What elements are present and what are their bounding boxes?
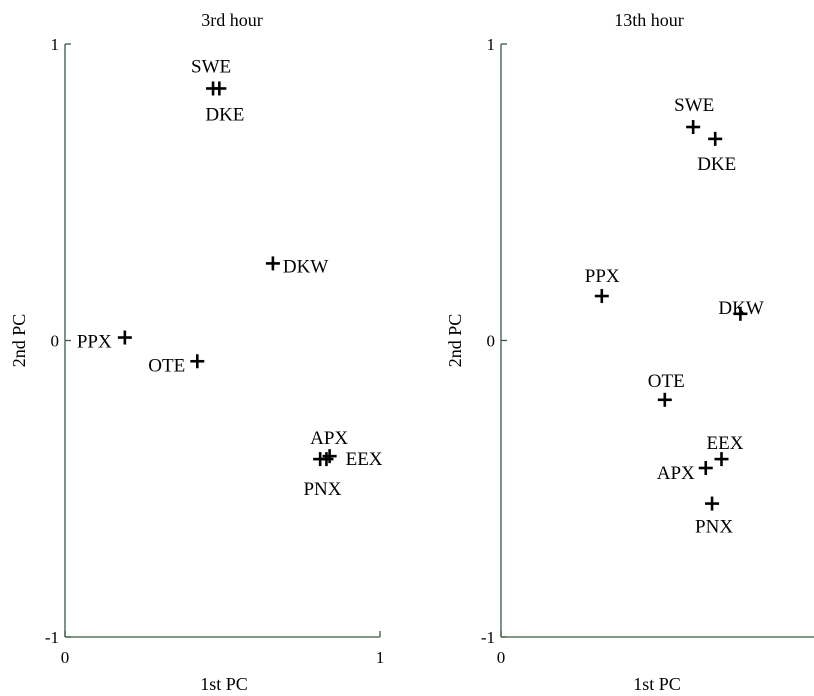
point-label-pnx: PNX (695, 517, 733, 538)
x-tick-label: 1 (376, 648, 385, 667)
y-tick-label: 1 (51, 35, 60, 54)
point-marker-eex (322, 449, 337, 464)
chart-title: 3rd hour (201, 10, 263, 30)
y-tick-label: -1 (45, 628, 59, 647)
point-marker-dkw (265, 256, 280, 271)
point-label-ote: OTE (648, 371, 685, 392)
point-marker-dkw (733, 306, 748, 321)
point-marker-ppx (594, 289, 609, 304)
point-marker-ppx (117, 330, 132, 345)
point-label-ppx: PPX (77, 332, 112, 353)
point-marker-ote (657, 392, 672, 407)
point-marker-pnx (705, 496, 720, 511)
point-label-dke: DKE (205, 104, 244, 125)
x-tick-label: 0 (61, 648, 70, 667)
point-label-dkw: DKW (718, 298, 763, 319)
point-marker-dke (212, 81, 227, 96)
point-label-apx: APX (657, 463, 695, 484)
point-marker-ote (190, 354, 205, 369)
x-axis-label: 1st PC (200, 674, 248, 694)
y-tick-label: 1 (487, 35, 496, 54)
y-tick-label: 0 (487, 332, 496, 351)
point-label-dkw: DKW (283, 256, 328, 277)
point-label-swe: SWE (674, 95, 714, 116)
point-label-pnx: PNX (303, 479, 341, 500)
y-tick-label: 0 (51, 332, 60, 351)
point-marker-apx (698, 460, 713, 475)
x-axis-label: 1st PC (633, 674, 681, 694)
y-tick-label: -1 (481, 628, 495, 647)
y-axis-label: 2nd PC (445, 314, 465, 368)
y-axis-label: 2nd PC (9, 314, 29, 368)
point-marker-swe (686, 120, 701, 135)
point-label-eex: EEX (346, 449, 383, 470)
point-label-dke: DKE (697, 154, 736, 175)
point-label-swe: SWE (191, 56, 231, 77)
x-tick-label: 0 (497, 648, 506, 667)
point-label-apx: APX (310, 428, 348, 449)
point-marker-dke (708, 131, 723, 146)
chart-title: 13th hour (614, 10, 684, 30)
point-marker-eex (714, 452, 729, 467)
point-label-ppx: PPX (585, 266, 620, 287)
point-label-ote: OTE (148, 355, 185, 376)
point-label-eex: EEX (707, 433, 744, 454)
point-marker-pnx (319, 452, 334, 467)
